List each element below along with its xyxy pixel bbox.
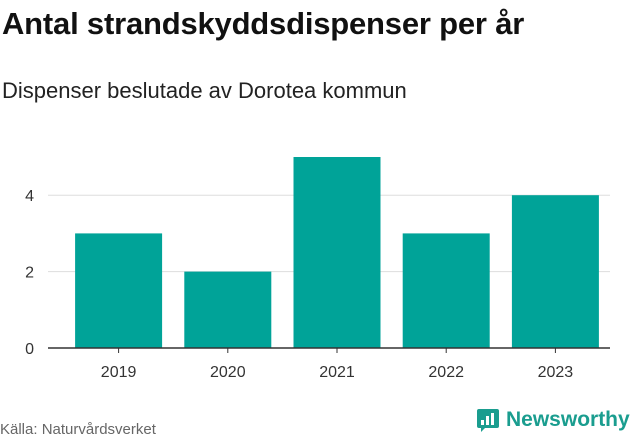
bar-2022 xyxy=(402,233,490,348)
bar-2020 xyxy=(184,271,272,348)
x-tick-label: 2019 xyxy=(101,364,137,381)
x-tick-label: 2023 xyxy=(538,364,574,381)
newsworthy-logo-icon xyxy=(477,409,499,432)
chart-subtitle: Dispenser beslutade av Dorotea kommun xyxy=(2,78,407,103)
y-tick-label: 2 xyxy=(25,265,34,282)
chart-title: Antal strandskyddsdispenser per år xyxy=(2,6,525,41)
x-tick-label: 2020 xyxy=(210,364,246,381)
y-tick-label: 4 xyxy=(25,188,34,205)
y-tick-label: 0 xyxy=(25,341,34,358)
source-note: Källa: Naturvårdsverket xyxy=(0,421,156,438)
bar-chart: 0 2 4 2019 2020 2021 2022 2023 xyxy=(25,157,610,381)
x-tick-label: 2022 xyxy=(428,364,464,381)
bar-2023 xyxy=(511,195,599,348)
x-tick-label: 2021 xyxy=(319,364,355,381)
brand-logo: Newsworthy xyxy=(476,408,630,432)
bar-2021 xyxy=(293,157,381,348)
bar-2019 xyxy=(75,233,163,348)
brand-name: Newsworthy xyxy=(506,408,630,431)
